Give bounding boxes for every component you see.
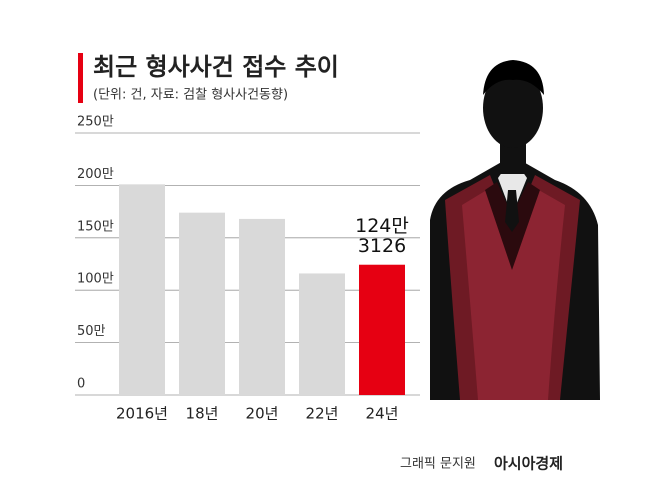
title-accent bbox=[78, 53, 83, 103]
value-label: 3126 bbox=[358, 235, 406, 257]
x-tick-label: 18년 bbox=[186, 405, 219, 423]
chart-title: 최근 형사사건 접수 추이 bbox=[93, 53, 339, 81]
x-tick-label: 2016년 bbox=[116, 405, 168, 423]
bar bbox=[299, 273, 345, 395]
y-tick-label: 150만 bbox=[77, 219, 114, 234]
y-tick-label: 200만 bbox=[77, 167, 114, 182]
chart-subtitle: (단위: 건, 자료: 검찰 형사사건동향) bbox=[93, 88, 288, 103]
bar bbox=[359, 264, 405, 395]
x-tick-label: 22년 bbox=[306, 405, 339, 423]
x-tick-label: 20년 bbox=[246, 405, 279, 423]
publisher: 아시아경제 bbox=[494, 455, 563, 473]
silhouette bbox=[430, 60, 600, 400]
y-tick-label: 250만 bbox=[77, 115, 114, 130]
bar bbox=[119, 184, 165, 395]
credit: 그래픽 문지원 bbox=[400, 457, 476, 472]
bar bbox=[179, 212, 225, 395]
y-tick-label: 100만 bbox=[77, 272, 114, 287]
y-tick-label: 50만 bbox=[77, 324, 106, 339]
x-tick-label: 24년 bbox=[366, 405, 399, 423]
value-label: 124만 bbox=[355, 215, 409, 237]
bar bbox=[239, 218, 285, 395]
y-tick-label: 0 bbox=[77, 377, 85, 392]
